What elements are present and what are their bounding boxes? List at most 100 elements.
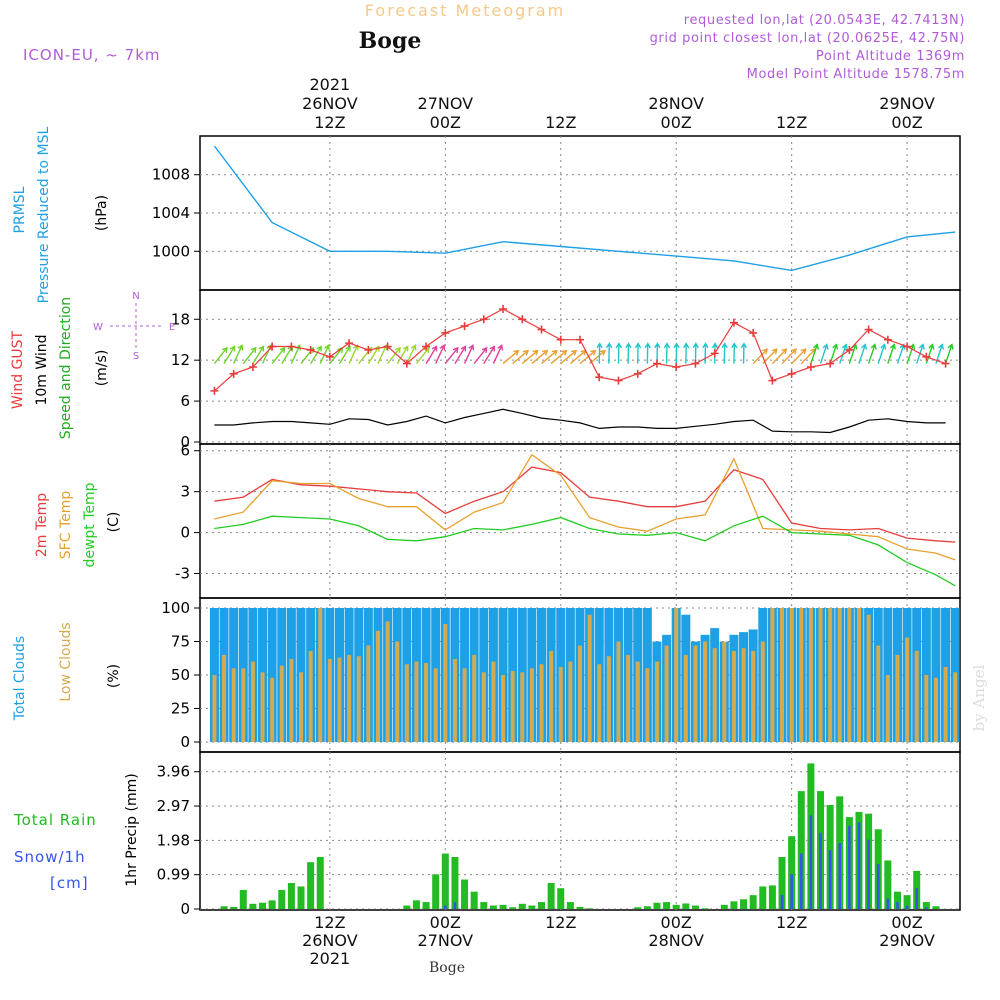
rain-bar (441, 853, 449, 909)
rain-bar (682, 903, 690, 909)
wind-arrow-head (431, 345, 438, 352)
y-tick-label: 3 (180, 483, 190, 501)
wind-arrow-head (395, 346, 401, 353)
wind-direction-arrow (550, 350, 567, 365)
top-time-label: 2021 (310, 75, 351, 94)
low-cloud-bar (414, 661, 419, 742)
wind-arrow-head (938, 343, 945, 350)
wind-arrow-head (861, 343, 868, 350)
low-cloud-bar (606, 656, 611, 742)
gust-marker (864, 325, 873, 334)
gust-marker (672, 363, 681, 371)
top-time-label: 28NOV (648, 94, 704, 113)
wind-direction-arrow (406, 345, 416, 364)
wind-arrow-head (551, 349, 558, 356)
wind-direction-arrow (944, 344, 953, 364)
wind-direction-arrow (367, 346, 380, 364)
wind-arrow-head (781, 348, 788, 355)
gust-marker (422, 342, 431, 351)
total-cloud-bar (267, 608, 277, 742)
wind-direction-arrow (531, 350, 548, 365)
wind-label-direction: Speed and Direction (58, 297, 74, 439)
snow-bar (790, 874, 793, 909)
wind-arrow-head (721, 342, 728, 349)
wind-arrow-head (947, 343, 954, 350)
rain-bar (518, 903, 526, 909)
wind-direction-arrow (454, 346, 467, 364)
gust-marker (460, 322, 469, 331)
temp-line-1 (214, 453, 956, 561)
bottom-time-label: 27NOV (418, 931, 474, 950)
rain-bar (586, 908, 594, 909)
wind-arrow-head (711, 342, 719, 349)
rain-bar (922, 902, 930, 909)
wind-direction-arrow (569, 350, 587, 365)
low-cloud-bar (808, 608, 813, 742)
location-title: Boge (359, 28, 422, 54)
wind-arrow-head (279, 346, 286, 353)
wind-10m-line (214, 408, 946, 434)
pressure-label-1: PRMSL (12, 186, 28, 233)
bar-marks (209, 608, 960, 909)
low-cloud-bar (491, 661, 496, 742)
wind-direction-arrow (310, 346, 322, 364)
wind-direction-arrow (290, 345, 301, 364)
low-cloud-bar (905, 637, 910, 742)
wind-arrow-head (590, 349, 597, 356)
rain-bar (451, 857, 459, 909)
rain-bar (278, 889, 286, 909)
wind-arrow-head (606, 342, 613, 349)
top-time-label: 12Z (314, 113, 345, 132)
low-cloud-bar (558, 666, 563, 742)
wind-arrow-head (439, 344, 446, 351)
gust-marker (749, 328, 758, 337)
wind-direction-arrow (848, 344, 857, 364)
low-cloud-bar (885, 675, 890, 742)
snow-bar (444, 905, 447, 909)
rain-bar (884, 860, 892, 909)
rain-bar (259, 902, 267, 909)
y-tick-labels: 100010041008061218-3036025507510000.991.… (152, 166, 190, 918)
product-title: Forecast Meteogram (365, 1, 565, 20)
wind-arrow-head (889, 343, 896, 350)
wind-direction-arrow (463, 345, 474, 364)
clouds-label-total: Total Clouds (12, 636, 28, 721)
wind-arrow-head (410, 344, 417, 351)
wind-arrow-head (731, 342, 738, 349)
low-cloud-bar (876, 645, 881, 742)
wind-direction-arrow (829, 344, 838, 364)
rain-bar (691, 905, 699, 909)
low-cloud-bar (847, 608, 852, 742)
rain-bar (422, 902, 430, 909)
bottom-time-label: 2021 (310, 949, 351, 968)
low-cloud-bar (712, 648, 717, 742)
wind-arrow-head (352, 344, 359, 351)
low-cloud-bar (837, 608, 842, 742)
top-time-label: 00Z (430, 113, 461, 132)
y-tick-label: 75 (171, 633, 190, 651)
wind-arrow-head (762, 348, 769, 355)
low-cloud-bar (549, 650, 554, 742)
wind-arrow-head (841, 343, 848, 350)
wind-direction-arrow (425, 346, 438, 364)
rain-bar (287, 883, 295, 909)
rain-bar (576, 906, 584, 909)
y-tick-label: 18 (171, 310, 190, 328)
rain-bar (220, 906, 228, 909)
y-tick-label: 25 (171, 700, 190, 718)
temp-label-dewpt: dewpt Temp (82, 482, 98, 567)
low-cloud-bar (626, 654, 631, 742)
y-tick-label: 12 (171, 351, 190, 369)
rain-bar (403, 905, 411, 909)
wind-arrow-head (468, 344, 475, 351)
rain-bar (528, 905, 536, 909)
rain-bar (461, 879, 469, 909)
wind-arrow-head (599, 349, 606, 356)
rain-bar (509, 907, 517, 909)
low-cloud-bar (318, 608, 323, 742)
gust-marker (633, 369, 642, 378)
low-cloud-bar (818, 608, 823, 742)
rain-bar (768, 885, 776, 909)
wind-direction-arrow (502, 350, 519, 365)
low-cloud-bar (751, 650, 756, 742)
